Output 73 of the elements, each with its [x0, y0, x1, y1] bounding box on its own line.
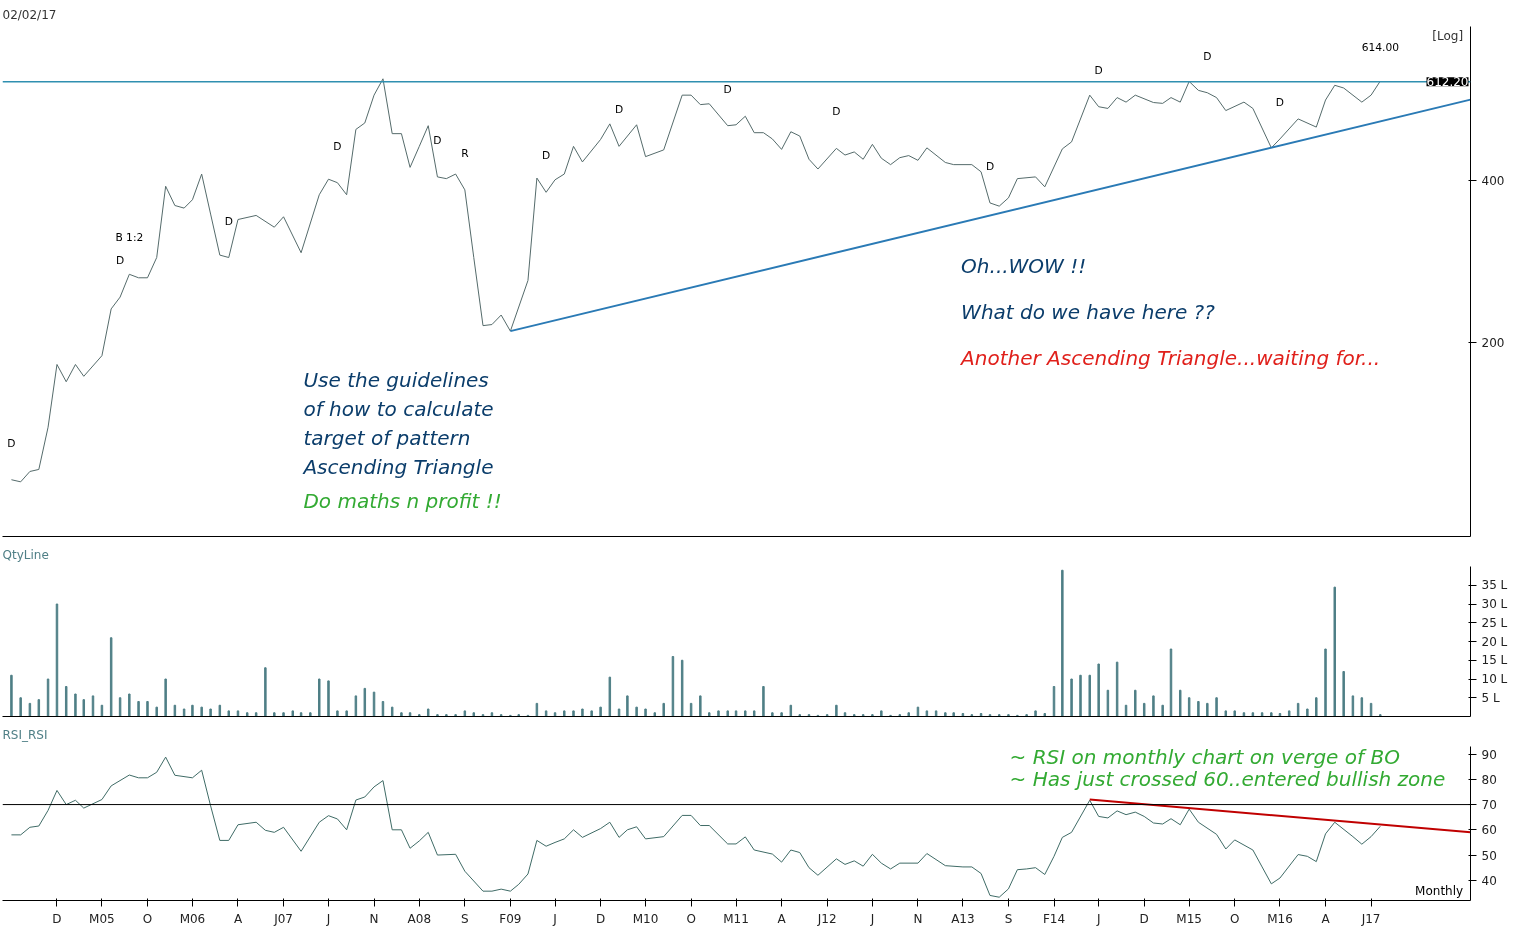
ref-line-label: 612.20: [1426, 75, 1469, 90]
annotation: Another Ascending Triangle...waiting for...: [959, 346, 1381, 370]
x-tick-label: J12: [816, 911, 837, 926]
x-tick-label: D: [1139, 911, 1149, 926]
x-tick-label: O: [142, 911, 153, 926]
annotation: [Log]: [1432, 29, 1464, 44]
annotation: D: [115, 254, 125, 268]
annotation: D: [1094, 63, 1103, 77]
x-tick-label: D: [52, 911, 62, 926]
x-tick-label: D: [595, 911, 606, 926]
annotation: D: [542, 149, 551, 163]
chart-title: RSI_RSI: [2, 727, 48, 742]
annotation: D: [723, 82, 732, 96]
x-tick-label: J: [869, 911, 875, 926]
x-tick-label: O: [1229, 911, 1240, 926]
annotation: 614.00: [1361, 41, 1400, 55]
annotation: Do maths n profit !!: [303, 488, 502, 513]
y-tick-label: 80: [1481, 772, 1497, 787]
y-tick-label: 70: [1481, 798, 1497, 813]
annotation: D: [1275, 95, 1285, 109]
y-tick-label: 60: [1481, 823, 1497, 838]
x-tick-label: J: [1095, 911, 1101, 926]
annotation: D: [985, 159, 995, 173]
annotation: D: [1203, 49, 1212, 63]
x-tick-label: S: [461, 911, 469, 926]
x-tick-label: A: [777, 911, 787, 926]
y-tick-label: 400: [1481, 174, 1505, 189]
y-tick-label: 15 L: [1481, 653, 1508, 668]
y-tick-label: 20 L: [1481, 634, 1508, 649]
x-tick-label: S: [1004, 911, 1013, 926]
x-tick-label: M16: [1267, 911, 1293, 926]
annotation: D: [7, 436, 16, 450]
x-tick-label: M10: [632, 911, 659, 926]
x-tick-label: F09: [499, 911, 522, 926]
x-tick-label: J07: [273, 911, 293, 926]
y-tick-label: 5 L: [1481, 690, 1500, 705]
annotation: D: [433, 133, 442, 147]
annotation: What do we have here ??: [961, 300, 1216, 325]
y-tick-label: 30 L: [1481, 597, 1508, 611]
y-tick-label: 200: [1481, 336, 1505, 350]
annotation: Oh...WOW !!: [961, 254, 1087, 279]
x-tick-label: N: [369, 911, 379, 926]
x-tick-label: M11: [723, 911, 749, 926]
x-tick-label: A08: [407, 911, 432, 926]
annotation: Monthly: [1415, 884, 1464, 899]
y-tick-label: 10 L: [1481, 672, 1508, 686]
annotation: D: [614, 103, 624, 117]
x-tick-label: J17: [1360, 911, 1381, 926]
y-tick-label: 90: [1481, 747, 1497, 762]
annotation: R: [461, 146, 470, 160]
x-tick-label: N: [913, 911, 923, 926]
chart-title: 02/02/17: [2, 7, 57, 22]
x-tick-label: M15: [1176, 911, 1202, 926]
x-tick-label: M05: [89, 911, 115, 926]
annotation: B 1:2: [115, 231, 144, 245]
y-tick-label: 25 L: [1481, 615, 1508, 630]
chart-title: QtyLine: [2, 547, 49, 562]
y-tick-label: 50: [1481, 848, 1497, 863]
x-tick-label: J: [552, 911, 557, 926]
annotation: D: [333, 139, 342, 153]
x-tick-label: A: [233, 911, 243, 926]
annotation: D: [224, 214, 233, 228]
x-tick-label: M06: [179, 911, 206, 926]
x-tick-label: F14: [1042, 911, 1066, 926]
x-tick-label: J: [325, 911, 331, 926]
annotation: Use the guidelines of how to calculate target of pattern Ascending Triangle: [301, 368, 494, 479]
y-tick-label: 40: [1481, 873, 1497, 888]
x-tick-label: A: [1321, 911, 1331, 926]
x-tick-label: A13: [951, 911, 975, 926]
annotation: D: [832, 105, 841, 119]
annotation: ~ RSI on monthly chart on verge of BO: [1009, 745, 1400, 770]
y-tick-label: 35 L: [1481, 578, 1508, 593]
x-tick-label: O: [686, 911, 696, 926]
